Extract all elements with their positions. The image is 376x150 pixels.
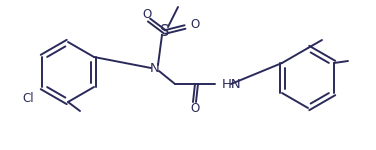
Text: O: O: [143, 9, 152, 21]
Text: N: N: [150, 61, 160, 75]
Text: O: O: [190, 18, 199, 30]
Text: HN: HN: [222, 78, 242, 90]
Text: Cl: Cl: [23, 92, 34, 105]
Text: S: S: [160, 24, 170, 39]
Text: O: O: [190, 102, 200, 114]
